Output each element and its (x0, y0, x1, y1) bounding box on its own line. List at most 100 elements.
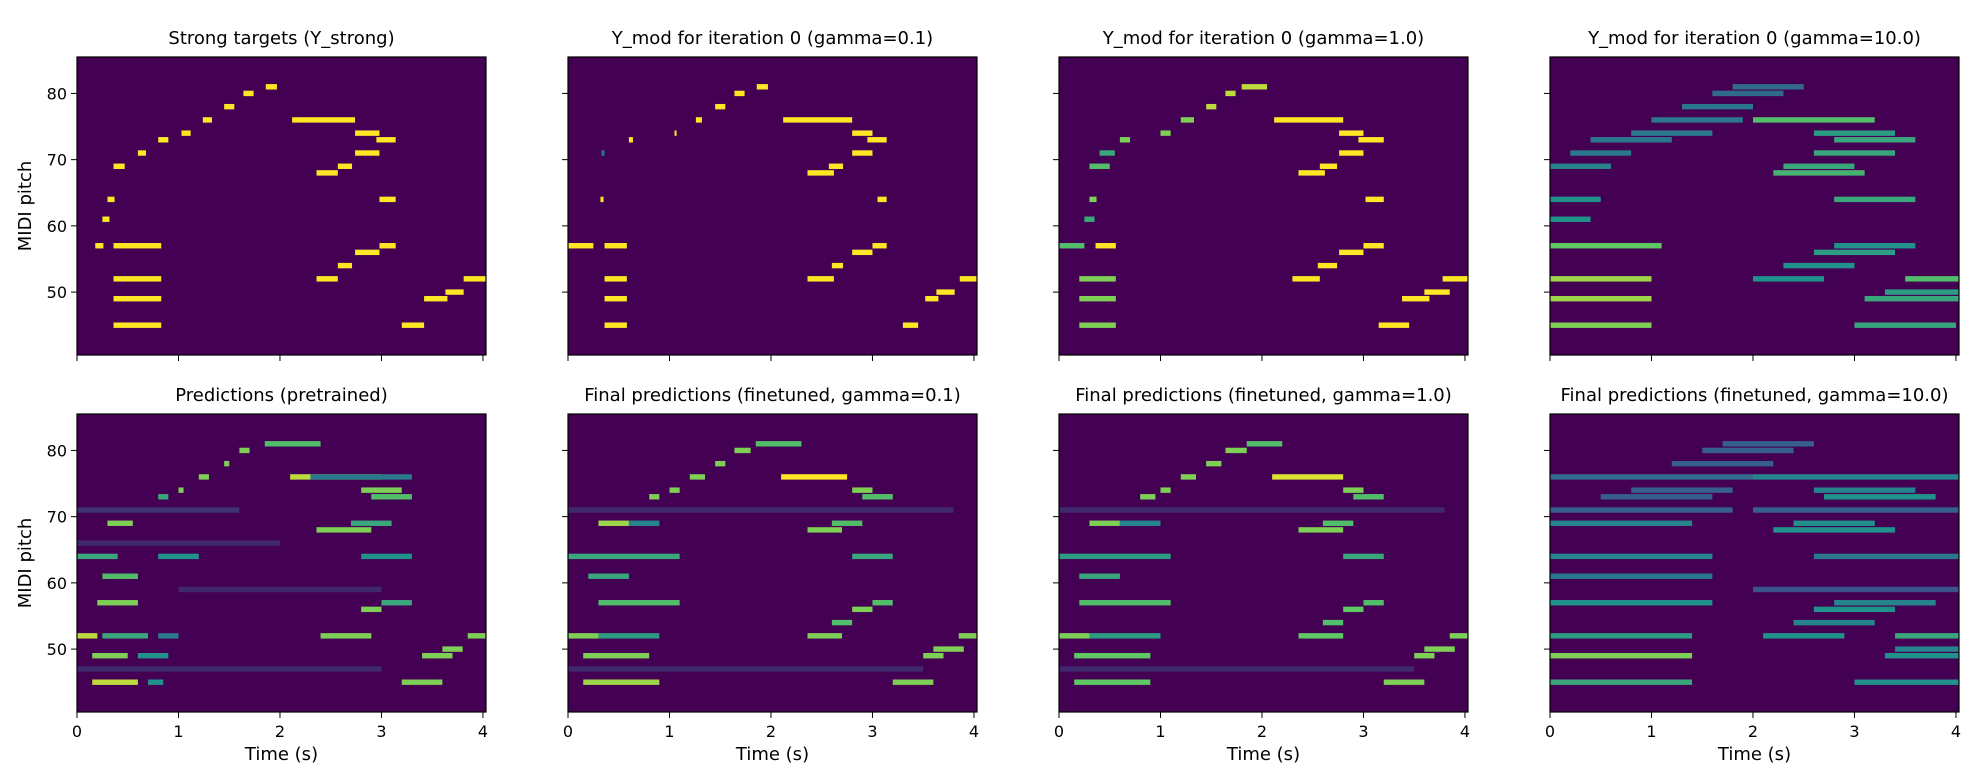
heatmap-cell (77, 666, 382, 672)
heatmap-cell (1089, 520, 1120, 526)
plot-area (77, 414, 486, 712)
heatmap-cell (958, 633, 977, 639)
heatmap-cell (807, 633, 843, 639)
heatmap-cell (807, 170, 834, 176)
heatmap-cell (77, 633, 98, 639)
heatmap-cell (1339, 150, 1364, 156)
heatmap-cell (265, 84, 277, 90)
heatmap-cell (1813, 487, 1916, 493)
heatmap-cell (1298, 633, 1344, 639)
heatmap-cell (1059, 553, 1171, 560)
heatmap-cell (872, 243, 887, 249)
heatmap-cell (756, 84, 768, 90)
heatmap-cell (1895, 633, 1959, 639)
heatmap-cell (1570, 150, 1632, 156)
heatmap-cell (1339, 130, 1364, 136)
heatmap-cell (361, 606, 382, 613)
heatmap-cell (1160, 487, 1171, 493)
heatmap-cell (568, 633, 599, 639)
heatmap-cell (604, 243, 627, 249)
x-tick-label: 0 (1545, 722, 1555, 741)
heatmap-cell (137, 150, 147, 156)
x-tick-label: 0 (1054, 722, 1064, 741)
panel-title: Y_mod for iteration 0 (gamma=10.0) (1587, 28, 1921, 49)
heatmap-cell (807, 276, 834, 282)
heatmap-cell (77, 540, 280, 546)
heatmap-cell (158, 137, 169, 143)
heatmap-cell (862, 494, 893, 500)
heatmap-cell (1550, 507, 1733, 513)
heatmap-cell (1681, 103, 1753, 110)
heatmap-cell (239, 447, 250, 454)
heatmap-panel: Final predictions (finetuned, gamma=1.0)… (1053, 385, 1470, 765)
heatmap-cell (95, 243, 104, 249)
heatmap-cell (355, 150, 380, 156)
heatmap-cell (1160, 130, 1171, 136)
axes-frame (1058, 56, 1469, 356)
heatmap-cell (689, 474, 706, 480)
heatmap-cell (1905, 276, 1959, 282)
y-tick-label: 50 (47, 640, 67, 659)
heatmap-cell (1099, 150, 1115, 156)
heatmap-cell (422, 653, 453, 659)
heatmap-cell (1206, 103, 1217, 110)
heatmap-cell (1854, 322, 1956, 328)
plot-area (1059, 57, 1468, 355)
x-tick-label: 1 (1646, 722, 1656, 741)
heatmap-cell (807, 527, 843, 533)
x-tick-label: 3 (1358, 722, 1368, 741)
heatmap-cell (715, 103, 726, 110)
heatmap-cell (568, 507, 954, 513)
heatmap-cell (379, 196, 396, 203)
x-tick-label: 0 (563, 722, 573, 741)
x-tick-label: 3 (1849, 722, 1859, 741)
plot-area (77, 57, 486, 355)
heatmap-cell (600, 196, 604, 203)
heatmap-cell (1363, 600, 1384, 606)
heatmap-cell (892, 679, 934, 685)
panel-title: Final predictions (finetuned, gamma=10.0… (1560, 385, 1948, 406)
heatmap-cell (355, 130, 380, 136)
heatmap-cell (158, 553, 199, 560)
heatmap-cell (734, 90, 745, 97)
heatmap-cell (628, 520, 660, 526)
heatmap-cell (1424, 289, 1450, 295)
y-axis-label: MIDI pitch (15, 518, 36, 609)
heatmap-cell (113, 163, 125, 169)
heatmap-cell (337, 262, 353, 269)
heatmap-cell (1343, 606, 1364, 613)
heatmap-cell (674, 130, 677, 136)
heatmap-cell (379, 243, 396, 249)
heatmap-cell (604, 276, 627, 282)
heatmap-cell (1084, 216, 1095, 222)
x-tick-label: 4 (478, 722, 488, 741)
heatmap-cell (1363, 243, 1384, 249)
heatmap-cell (77, 507, 240, 513)
heatmap-cell (1298, 170, 1325, 176)
heatmap-panel: Final predictions (finetuned, gamma=10.0… (1544, 385, 1961, 765)
panel-title: Y_mod for iteration 0 (gamma=1.0) (1102, 28, 1424, 49)
panel-title: Strong targets (Y_strong) (168, 28, 394, 49)
heatmap-cell (198, 474, 209, 480)
heatmap-cell (1550, 600, 1713, 606)
axes-frame (76, 413, 487, 713)
heatmap-cell (1079, 276, 1116, 282)
heatmap-cell (734, 447, 751, 454)
heatmap-cell (310, 474, 412, 480)
heatmap-cell (1550, 276, 1652, 282)
heatmap-panel: Final predictions (finetuned, gamma=0.1)… (562, 385, 979, 765)
heatmap-cell (320, 633, 372, 639)
heatmap-cell (445, 289, 464, 295)
heatmap-cell (1793, 520, 1875, 526)
note-cells (77, 441, 486, 685)
heatmap-cell (1442, 276, 1468, 282)
heatmap-cell (1059, 243, 1085, 249)
note-cells (568, 441, 977, 685)
heatmap-cell (107, 196, 115, 203)
heatmap-cell (1140, 494, 1156, 500)
heatmap-cell (1550, 243, 1662, 249)
heatmap-cell (158, 633, 179, 639)
heatmap-cell (1813, 606, 1896, 613)
heatmap-cell (1550, 216, 1591, 222)
